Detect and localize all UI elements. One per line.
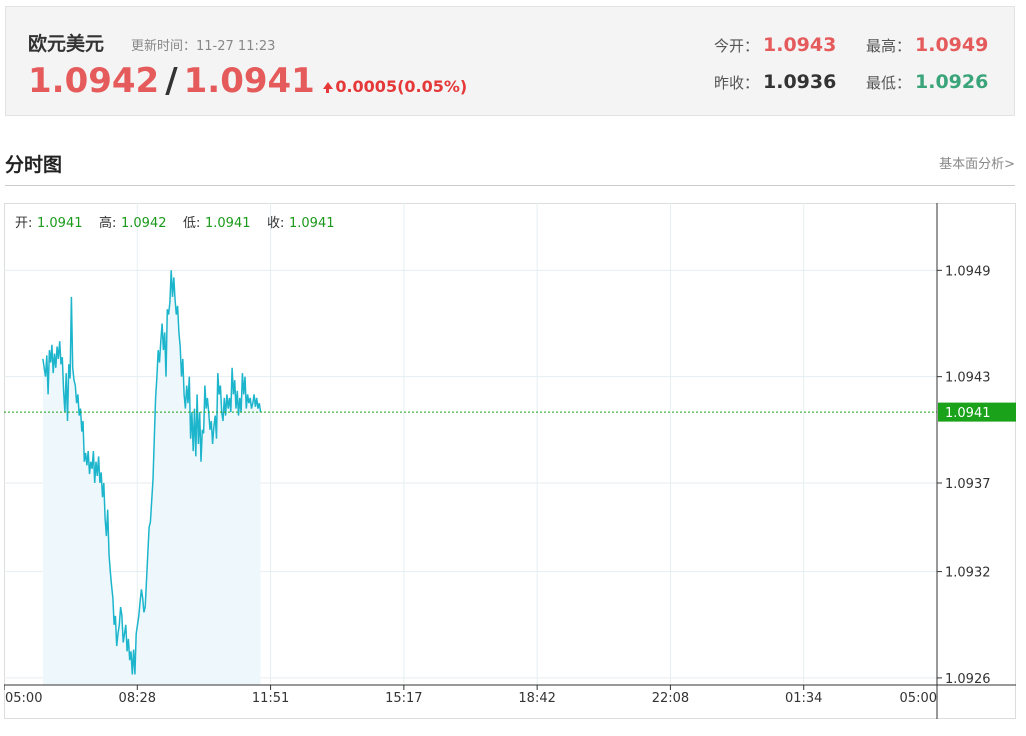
stat-prev-close-label: 昨收： [714,74,760,92]
ohlc-open-value: 1.0941 [37,216,83,231]
current-price-tag [938,402,1016,422]
x-tick-label: 08:28 [119,691,156,706]
stat-high: 最高： 1.0949 [866,34,988,56]
x-tick-label: 05:00 [5,691,42,706]
bid-price: 1.0942 [28,61,160,101]
stat-low-value: 1.0926 [915,71,989,93]
intraday-chart-svg: 1.0949 1.0943 1.0937 1.0932 1.0926 05:00 08:2… [3,203,1016,719]
ohlc-close-value: 1.0941 [289,216,335,231]
ohlc-readout: 开: 1.0941 高: 1.0942 低: 1.0941 收: 1.0941 [15,215,335,231]
y-tick-label: 1.0926 [945,672,991,687]
price-area [42,270,261,685]
price-line: 1.0942/1.0941 0.0005(0.05%) [28,61,467,101]
price-separator: / [165,61,178,101]
y-ticks: 1.0949 1.0943 1.0937 1.0932 1.0926 [937,264,991,687]
fundamental-analysis-link[interactable]: 基本面分析> [939,157,1015,172]
stat-low-label: 最低： [866,74,912,92]
stat-open: 今开： 1.0943 [714,34,836,56]
x-ticks: 05:00 08:28 11:51 15:17 18:42 22:08 01:34 05:00 [3,685,938,706]
x-tick-label: 01:34 [785,691,822,706]
quote-header: 欧元美元 更新时间：11-27 11:23 1.0942/1.0941 0.000… [5,6,1015,116]
x-tick-label: 05:00 [900,691,937,706]
ohlc-high-label: 高: [99,215,116,231]
x-tick-label: 18:42 [518,691,555,706]
section-title: 分时图 [5,154,63,176]
ohlc-high-value: 1.0942 [121,216,167,231]
ask-price: 1.0941 [183,61,315,101]
ohlc-low-label: 低: [183,216,200,231]
update-label: 更新时间： [131,39,197,54]
stat-high-label: 最高： [866,37,912,55]
x-tick-label: 22:08 [652,691,689,706]
section-divider [5,185,1015,186]
ohlc-low-value: 1.0941 [205,216,251,231]
ohlc-open-label: 开: [15,216,32,231]
ohlc-close-label: 收: [267,216,284,231]
update-time: 更新时间：11-27 11:23 [131,35,275,54]
y-tick-label: 1.0932 [945,566,991,581]
update-time-value: 11-27 11:23 [196,39,276,54]
y-tick-label: 1.0949 [945,264,991,279]
stat-open-value: 1.0943 [763,34,837,56]
x-tick-label: 15:17 [385,691,422,706]
up-arrow-icon [322,82,333,89]
stat-open-label: 今开： [714,37,760,55]
intraday-chart: 1.0949 1.0943 1.0937 1.0932 1.0926 05:00 08:2… [3,203,1016,720]
y-tick-label: 1.0937 [945,477,991,492]
current-price-tag-text: 1.0941 [945,406,991,421]
stat-prev-close-value: 1.0936 [763,71,837,93]
y-tick-label: 1.0943 [945,371,991,386]
x-tick-label: 11:51 [252,691,289,706]
pair-name: 欧元美元 [28,33,105,55]
stat-high-value: 1.0949 [915,34,989,56]
price-change: 0.0005(0.05%) [335,77,468,96]
stat-low: 最低： 1.0926 [866,71,988,93]
price-line-series [42,270,262,675]
up-arrow-stem [326,87,330,93]
stat-prev-close: 昨收： 1.0936 [714,71,836,93]
